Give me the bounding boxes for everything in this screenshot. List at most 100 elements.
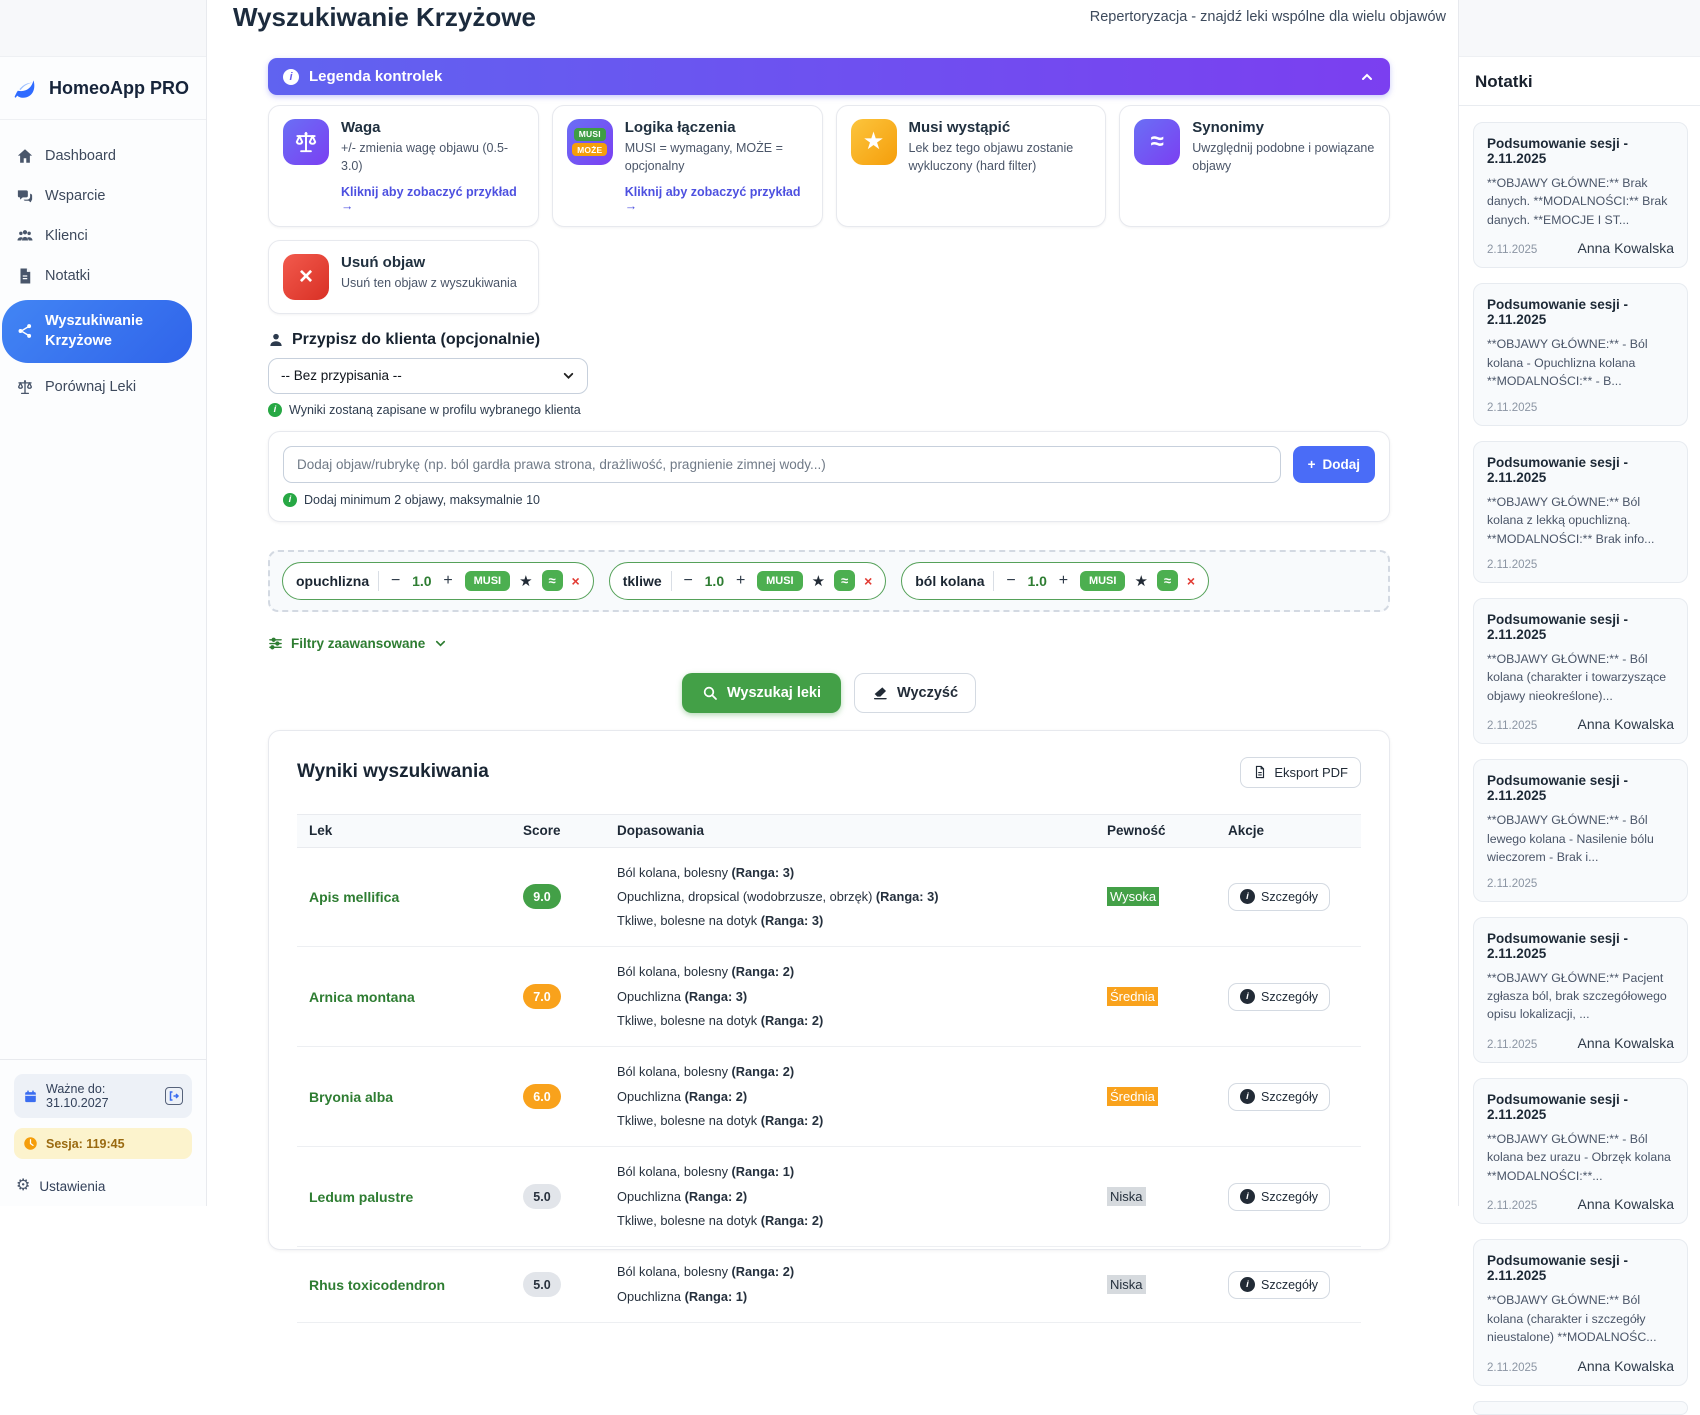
chevron-up-icon[interactable] <box>1359 69 1375 85</box>
note-title: Podsumowanie sesji - 2.11.2025 <box>1487 454 1629 485</box>
details-button[interactable]: i Szczegóły <box>1228 882 1330 911</box>
note-title: Podsumowanie sesji - 2.11.2025 <box>1487 1091 1629 1122</box>
weight-decrease-button[interactable]: − <box>681 572 696 589</box>
remove-chip-icon[interactable]: × <box>1186 572 1196 589</box>
legend-card-title: Musi wystąpić <box>908 119 1011 136</box>
note-footer: 2.11.2025 Anna Kowalska <box>1487 716 1674 732</box>
logic-badges-icon: MUSI MOŻE <box>566 119 613 165</box>
synonyms-icon: ≈ <box>1150 128 1164 155</box>
weight-increase-button[interactable]: + <box>441 572 456 589</box>
remove-chip-icon[interactable]: × <box>864 572 873 589</box>
info-icon: i <box>1240 989 1255 1005</box>
note-card[interactable]: Podsumowanie sesji - 2.11.2025 **OBJAWY G… <box>1473 440 1688 583</box>
match-line: Ból kolana, bolesny (Ranga: 2) <box>617 964 795 980</box>
confidence-badge: Niska <box>1107 1274 1146 1294</box>
note-card[interactable]: Podsumowanie sesji - 2.11.2025 **OBJAWY G… <box>1473 1239 1688 1386</box>
match-line: Tkliwe, bolesne na dotyk (Ranga: 3) <box>617 913 824 929</box>
legend-title: Legenda kontrolek <box>309 68 443 85</box>
note-card[interactable]: Podsumowanie sesji - 2.11.2025 **OBJAWY G… <box>1473 283 1688 426</box>
legend-card-link[interactable]: Kliknij aby zobaczyć przykład → <box>624 184 801 213</box>
legend-card-body: Waga +/- zmienia wagę objawu (0.5-3.0) Kli… <box>341 119 524 213</box>
sidebar-top-strip <box>0 0 206 57</box>
sidebar-item-dashboard[interactable]: Dashboard <box>0 136 206 176</box>
score-cell: 5.0 <box>523 1272 617 1298</box>
note-card[interactable]: Podsumowanie sesji - 2.11.2025 **OBJAWY G… <box>1473 1077 1688 1225</box>
actions-cell: i Szczegóły <box>1228 1082 1349 1111</box>
details-button[interactable]: i Szczegóły <box>1228 1082 1330 1111</box>
clear-button[interactable]: Wyczyść <box>854 672 977 713</box>
weight-increase-button[interactable]: + <box>1056 572 1071 589</box>
details-button[interactable]: i Szczegóły <box>1228 1270 1330 1299</box>
weight-decrease-button[interactable]: − <box>388 572 403 589</box>
note-date: 2.11.2025 <box>1487 401 1538 414</box>
note-author: Anna Kowalska <box>1577 716 1674 733</box>
remedy-name-link[interactable]: Arnica montana <box>309 988 415 1005</box>
remedy-name-link[interactable]: Apis mellifica <box>309 888 400 905</box>
logout-icon[interactable] <box>165 1087 183 1105</box>
logic-toggle-badge[interactable]: MUSI <box>1079 570 1126 591</box>
sidebar-item-label: Notatki <box>45 268 91 284</box>
remedy-name-link[interactable]: Ledum palustre <box>309 1188 414 1205</box>
legend-card-link[interactable]: Kliknij aby zobaczyć przykład → <box>341 184 517 213</box>
note-title: Podsumowanie sesji - 2.11.2025 <box>1487 1253 1629 1284</box>
details-button[interactable]: i Szczegóły <box>1228 982 1330 1011</box>
synonyms-toggle-icon[interactable]: ≈ <box>834 570 856 591</box>
synonyms-toggle-icon[interactable]: ≈ <box>541 570 563 591</box>
note-author: Anna Kowalska <box>1577 1034 1674 1051</box>
advanced-filters-label: Filtry zaawansowane <box>291 635 426 651</box>
note-card[interactable]: Podsumowanie sesji - 2.11.2025 **OBJAWY G… <box>1473 916 1688 1063</box>
must-occur-star-icon[interactable]: ★ <box>519 572 533 590</box>
sidebar-item-label: Porównaj Leki <box>45 378 137 395</box>
client-select[interactable]: -- Bez przypisania -- <box>268 357 588 394</box>
remedy-name-link[interactable]: Rhus toxicodendron <box>309 1276 446 1293</box>
legend-cards: Waga +/- zmienia wagę objawu (0.5-3.0) Kli… <box>268 105 1390 314</box>
logic-toggle-badge[interactable]: MUSI <box>464 570 511 591</box>
must-occur-star-icon[interactable]: ★ <box>1134 572 1148 590</box>
sliders-icon <box>269 637 282 649</box>
advanced-filters-toggle[interactable]: Filtry zaawansowane <box>268 636 1390 651</box>
sidebar-item-porównaj-leki[interactable]: Porównaj Leki <box>0 367 206 407</box>
sidebar-item-wyszukiwanie-krzyżowe[interactable]: Wyszukiwanie Krzyżowe <box>2 300 192 363</box>
note-card[interactable]: Podsumowanie sesji - 2.11.2025 **OBJAWY G… <box>1473 122 1688 269</box>
share-nodes-icon <box>15 321 35 341</box>
match-line: Opuchlizna, dropsical (wodobrzusze, obrz… <box>617 888 939 904</box>
legend-card-title: Waga <box>341 119 381 136</box>
info-icon: i <box>283 492 297 507</box>
confidence-badge: Wysoka <box>1107 886 1160 906</box>
sidebar-item-wsparcie[interactable]: Wsparcie <box>0 176 206 216</box>
export-pdf-button[interactable]: Eksport PDF <box>1240 756 1361 788</box>
users-icon <box>15 226 35 246</box>
note-card[interactable]: Podsumowanie sesji - 2.11.2025 **OBJAWY G… <box>1473 759 1688 902</box>
note-date: 2.11.2025 <box>1487 558 1538 571</box>
symptom-input[interactable] <box>283 445 1281 483</box>
results-table-header: Lek Score Dopasowania Pewność Akcje <box>297 813 1361 848</box>
symptom-chips-container: opuchlizna −1.0 + MUSI ★ ≈ × tkliwe −1.0 + MUSI ★ ≈ ×… <box>268 549 1390 612</box>
details-button[interactable]: i Szczegóły <box>1228 1182 1330 1211</box>
confidence-badge: Średnia <box>1107 986 1158 1006</box>
remove-chip-icon[interactable]: × <box>571 572 580 589</box>
weight-decrease-button[interactable]: − <box>1003 572 1018 589</box>
remedy-name-link[interactable]: Bryonia alba <box>309 1088 394 1105</box>
synonyms-toggle-icon[interactable]: ≈ <box>1156 570 1178 591</box>
add-symptom-button[interactable]: + Dodaj <box>1292 445 1375 483</box>
left-sidebar: HomeoApp PRO Dashboard Wsparcie Klienci Not… <box>0 0 207 1206</box>
results-table-body: Apis mellifica 9.0 Ból kolana, bolesny (Ra… <box>297 848 1361 1323</box>
sidebar-item-klienci[interactable]: Klienci <box>0 216 206 256</box>
logic-toggle-badge[interactable]: MUSI <box>757 570 803 591</box>
chip-symptom-name: tkliwe <box>622 572 662 589</box>
weight-increase-button[interactable]: + <box>733 572 748 589</box>
legend-card-title: Synonimy <box>1192 119 1264 136</box>
settings-button[interactable]: ⚙ Ustawienia <box>14 1169 192 1198</box>
table-row: Bryonia alba 6.0 Ból kolana, bolesny (Rang… <box>297 1047 1361 1148</box>
matches-cell: Ból kolana, bolesny (Ranga: 2) Opuchlizna… <box>617 1260 1107 1309</box>
main-area: Wyszukiwanie Krzyżowe Repertoryzacja - z… <box>207 0 1458 1323</box>
sidebar-item-notatki[interactable]: Notatki <box>0 256 206 296</box>
note-card[interactable]: Podsumowanie sesji - 2.11.2025 **OBJAWY G… <box>1473 597 1688 745</box>
must-occur-star-icon[interactable]: ★ <box>811 572 826 590</box>
legend-card-desc: Uwzględnij podobne i powiązane objawy <box>1192 141 1375 173</box>
legend-header[interactable]: i Legenda kontrolek <box>268 58 1390 95</box>
search-remedies-button[interactable]: Wyszukaj leki <box>681 672 842 713</box>
sidebar-item-label: Wsparcie <box>45 188 106 204</box>
chip-symptom-name: opuchlizna <box>296 572 370 589</box>
match-line: Opuchlizna (Ranga: 2) <box>617 1188 748 1204</box>
